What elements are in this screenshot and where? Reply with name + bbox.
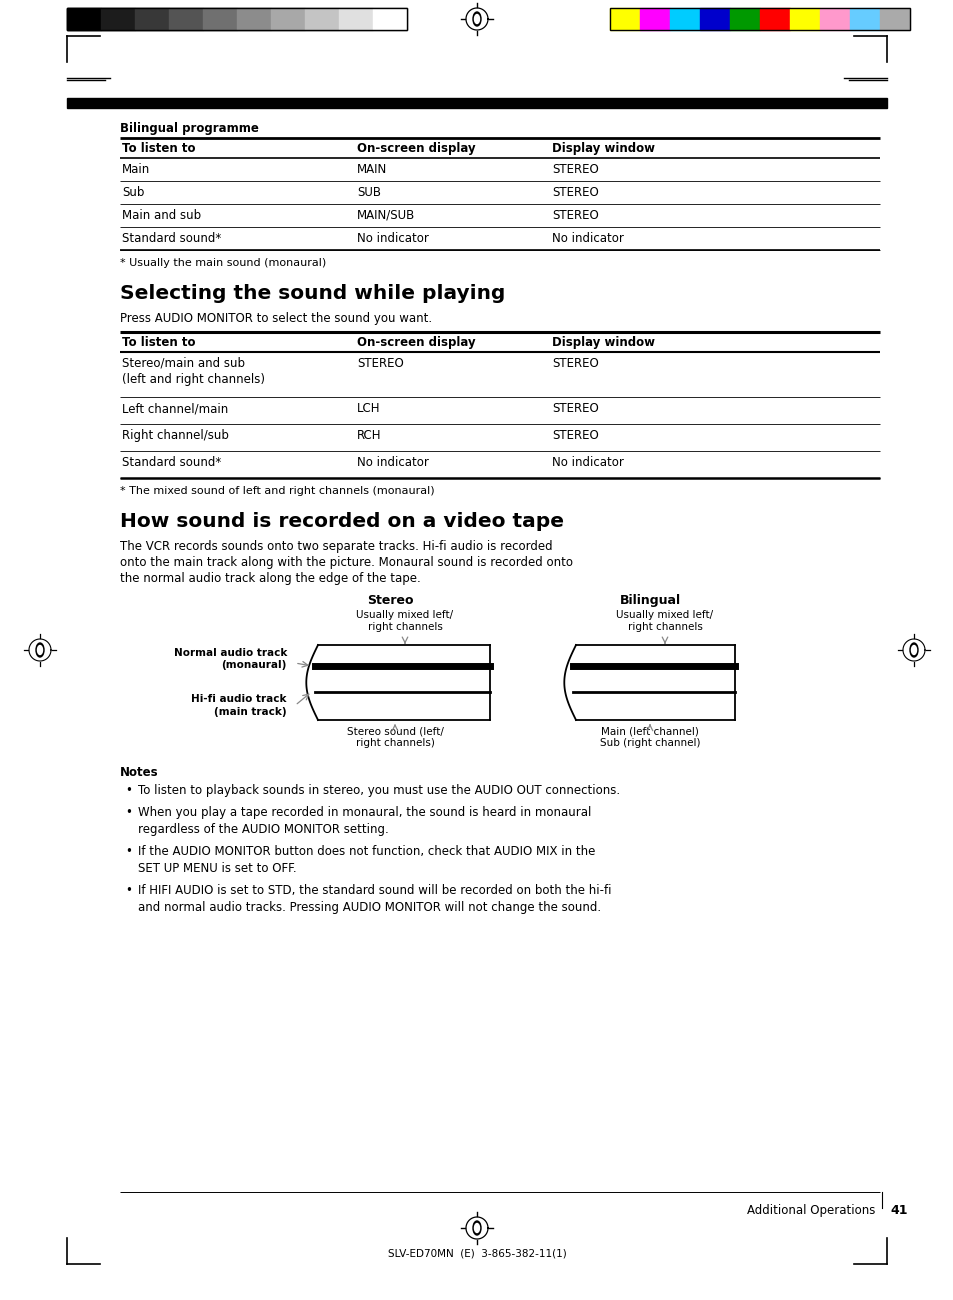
Text: SLV-ED70MN  (E)  3-865-382-11(1): SLV-ED70MN (E) 3-865-382-11(1): [387, 1248, 566, 1258]
Text: Main (left channel)
Sub (right channel): Main (left channel) Sub (right channel): [599, 725, 700, 749]
Bar: [849, 8, 879, 30]
Text: Normal audio track
(monaural): Normal audio track (monaural): [173, 647, 287, 671]
Bar: [729, 8, 760, 30]
Text: onto the main track along with the picture. Monaural sound is recorded onto: onto the main track along with the pictu…: [120, 556, 573, 569]
Text: Additional Operations: Additional Operations: [746, 1204, 874, 1217]
Text: Main: Main: [122, 162, 150, 176]
Text: To listen to playback sounds in stereo, you must use the AUDIO OUT connections.: To listen to playback sounds in stereo, …: [138, 784, 619, 797]
Bar: [305, 8, 338, 30]
Text: Sub: Sub: [122, 186, 144, 199]
Bar: [101, 8, 135, 30]
Bar: [135, 8, 169, 30]
Text: Display window: Display window: [552, 335, 655, 348]
Text: STEREO: STEREO: [552, 429, 598, 442]
Text: MAIN: MAIN: [356, 162, 387, 176]
Text: When you play a tape recorded in monaural, the sound is heard in monaural
regard: When you play a tape recorded in monaura…: [138, 806, 591, 836]
Text: •: •: [125, 845, 132, 858]
Text: If the AUDIO MONITOR button does not function, check that AUDIO MIX in the
SET U: If the AUDIO MONITOR button does not fun…: [138, 845, 595, 875]
Text: Hi-fi audio track
(main track): Hi-fi audio track (main track): [192, 694, 287, 716]
Bar: [271, 8, 305, 30]
Text: * Usually the main sound (monaural): * Usually the main sound (monaural): [120, 257, 326, 268]
Bar: [203, 8, 236, 30]
Text: The VCR records sounds onto two separate tracks. Hi-fi audio is recorded: The VCR records sounds onto two separate…: [120, 540, 552, 552]
Text: STEREO: STEREO: [552, 209, 598, 222]
Text: * The mixed sound of left and right channels (monaural): * The mixed sound of left and right chan…: [120, 486, 435, 497]
Ellipse shape: [473, 1221, 480, 1235]
Text: STEREO: STEREO: [552, 402, 598, 415]
Bar: [609, 8, 909, 30]
Text: If HIFI AUDIO is set to STD, the standard sound will be recorded on both the hi-: If HIFI AUDIO is set to STD, the standar…: [138, 884, 611, 914]
Ellipse shape: [910, 646, 916, 654]
Text: Press AUDIO MONITOR to select the sound you want.: Press AUDIO MONITOR to select the sound …: [120, 312, 432, 325]
Text: MAIN/SUB: MAIN/SUB: [356, 209, 415, 222]
Bar: [67, 8, 101, 30]
Bar: [67, 98, 886, 108]
Ellipse shape: [474, 1223, 479, 1232]
Text: STEREO: STEREO: [552, 162, 598, 176]
Text: STEREO: STEREO: [552, 186, 598, 199]
Text: •: •: [125, 884, 132, 897]
Text: Usually mixed left/
right channels: Usually mixed left/ right channels: [356, 610, 453, 632]
Text: Bilingual: Bilingual: [618, 594, 679, 607]
Ellipse shape: [37, 646, 43, 654]
Bar: [236, 8, 271, 30]
Text: No indicator: No indicator: [356, 456, 429, 469]
Text: LCH: LCH: [356, 402, 380, 415]
Text: How sound is recorded on a video tape: How sound is recorded on a video tape: [120, 512, 563, 530]
Text: Stereo/main and sub
(left and right channels): Stereo/main and sub (left and right chan…: [122, 358, 265, 386]
Text: Notes: Notes: [120, 766, 158, 779]
Bar: [338, 8, 373, 30]
Text: Selecting the sound while playing: Selecting the sound while playing: [120, 283, 505, 303]
Bar: [789, 8, 820, 30]
Text: Main and sub: Main and sub: [122, 209, 201, 222]
Text: Display window: Display window: [552, 142, 655, 155]
Text: STEREO: STEREO: [356, 358, 403, 370]
Bar: [760, 8, 789, 30]
Text: •: •: [125, 806, 132, 819]
Bar: [169, 8, 203, 30]
Text: Left channel/main: Left channel/main: [122, 402, 228, 415]
Text: SUB: SUB: [356, 186, 380, 199]
Text: Right channel/sub: Right channel/sub: [122, 429, 229, 442]
Text: No indicator: No indicator: [552, 456, 623, 469]
Bar: [609, 8, 639, 30]
Text: Stereo: Stereo: [366, 594, 413, 607]
Bar: [373, 8, 407, 30]
Text: Bilingual programme: Bilingual programme: [120, 122, 258, 135]
Text: No indicator: No indicator: [356, 231, 429, 244]
Text: To listen to: To listen to: [122, 335, 195, 348]
Bar: [879, 8, 909, 30]
Text: the normal audio track along the edge of the tape.: the normal audio track along the edge of…: [120, 572, 420, 585]
Ellipse shape: [909, 644, 917, 656]
Text: No indicator: No indicator: [552, 231, 623, 244]
Ellipse shape: [473, 12, 480, 26]
Text: Stereo sound (left/
right channels): Stereo sound (left/ right channels): [346, 725, 443, 749]
Text: STEREO: STEREO: [552, 358, 598, 370]
Text: Usually mixed left/
right channels: Usually mixed left/ right channels: [616, 610, 713, 632]
Text: On-screen display: On-screen display: [356, 335, 476, 348]
Bar: [669, 8, 700, 30]
Text: 41: 41: [889, 1204, 906, 1217]
Text: •: •: [125, 784, 132, 797]
Bar: [700, 8, 729, 30]
Text: RCH: RCH: [356, 429, 381, 442]
Text: Standard sound*: Standard sound*: [122, 231, 221, 244]
Ellipse shape: [36, 644, 44, 656]
Bar: [67, 8, 407, 30]
Bar: [67, 8, 407, 30]
Text: To listen to: To listen to: [122, 142, 195, 155]
Bar: [820, 8, 849, 30]
Ellipse shape: [474, 14, 479, 23]
Text: On-screen display: On-screen display: [356, 142, 476, 155]
Text: Standard sound*: Standard sound*: [122, 456, 221, 469]
Bar: [639, 8, 669, 30]
